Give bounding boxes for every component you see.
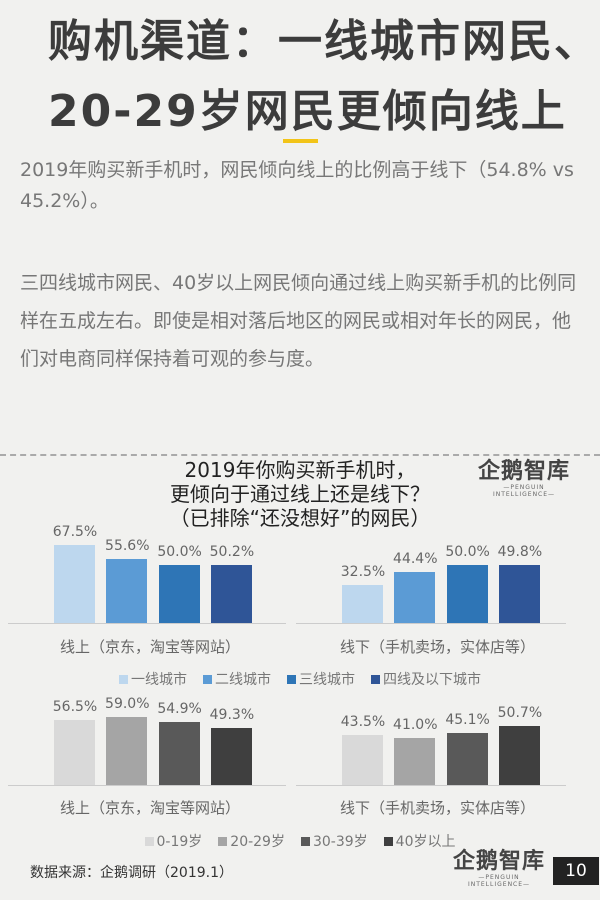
legend-item: 40岁以上 xyxy=(383,831,456,851)
bar xyxy=(342,585,383,623)
bar-value-label: 43.5% xyxy=(340,713,386,730)
bar-value-label: 50.0% xyxy=(445,544,490,561)
logo-name: 企鹅智库 xyxy=(478,459,571,484)
title-accent-underline xyxy=(283,139,318,143)
bar-value-label: 45.1% xyxy=(445,711,490,728)
bar xyxy=(342,734,383,785)
bar xyxy=(54,719,95,785)
city-tier-chart: 67.5% 55.6% 50.0% 50.2% 线上（京东，淘宝等网站） 32.5% 44.… xyxy=(0,520,600,690)
legend-item: 20-29岁 xyxy=(218,831,285,851)
bar-value-label: 44.4% xyxy=(393,550,438,567)
legend-item: 30-39岁 xyxy=(300,831,368,851)
legend-label: 0-19岁 xyxy=(156,834,203,850)
axis-baseline xyxy=(296,623,566,624)
chart-title: 2019年你购买新手机时， 更倾向于通过线上还是线下？ （已排除“还没想好”的网… xyxy=(130,458,470,530)
age-group-legend: 0-19岁 20-29岁 30-39岁 40岁以上 xyxy=(0,831,600,851)
legend-swatch-icon xyxy=(371,674,380,684)
legend-item: 二线城市 xyxy=(203,669,271,689)
bar xyxy=(210,565,252,623)
bar-value-label: 59.0% xyxy=(105,695,150,712)
logo-top: 企鹅智库 PENGUIN INTELLIGENCE xyxy=(478,459,571,499)
page-title-line2: 20-29岁网民更倾向线上 xyxy=(48,86,567,137)
legend-swatch-icon xyxy=(383,836,393,846)
axis-baseline xyxy=(8,785,286,786)
bar xyxy=(446,565,488,623)
page-title-line1: 购机渠道：一线城市网民、 xyxy=(48,16,600,67)
bar-value-label: 50.7% xyxy=(497,705,543,722)
axis-baseline xyxy=(296,785,566,786)
bar-value-label: 50.0% xyxy=(157,544,202,561)
age-group-chart: 56.5% 59.0% 54.9% 49.3% 线上（京东，淘宝等网站） 43.5% 41.… xyxy=(0,690,600,830)
summary-paragraph-2: 三四线城市网民、40岁以上网民倾向通过线上购买新手机的比例同样在五成左右。即使是… xyxy=(20,272,577,370)
logo-subtitle: PENGUIN INTELLIGENCE xyxy=(478,484,570,498)
category-label: 线上（京东，淘宝等网站） xyxy=(60,638,241,656)
legend-swatch-icon xyxy=(287,674,296,684)
legend-item: 三线城市 xyxy=(287,669,355,689)
bar xyxy=(498,565,540,623)
category-label: 线下（手机卖场，实体店等） xyxy=(340,638,536,656)
bar xyxy=(394,571,436,623)
bar xyxy=(158,565,200,623)
legend-item: 四线及以下城市 xyxy=(371,669,481,689)
bar-value-label: 32.5% xyxy=(340,564,386,581)
category-label: 线下（手机卖场，实体店等） xyxy=(340,799,536,817)
summary-paragraph-1: 2019年购买新手机时，网民倾向线上的比例高于线下（54.8% vs 45.2%… xyxy=(20,159,574,212)
legend-swatch-icon xyxy=(144,836,154,846)
legend-swatch-icon xyxy=(300,836,310,846)
legend-swatch-icon xyxy=(119,674,128,684)
legend-label: 一线城市 xyxy=(131,672,187,688)
legend-label: 20-29岁 xyxy=(230,834,285,850)
logo-bottom: 企鹅智库 PENGUIN INTELLIGENCE xyxy=(453,849,546,889)
section-divider xyxy=(0,454,600,456)
bar xyxy=(106,716,148,785)
legend-item: 一线城市 xyxy=(119,669,187,689)
bar-value-label: 54.9% xyxy=(157,700,202,717)
logo-subtitle: PENGUIN INTELLIGENCE xyxy=(453,874,545,888)
bar xyxy=(158,721,200,785)
legend-swatch-icon xyxy=(203,674,212,684)
legend-label: 30-39岁 xyxy=(312,834,368,850)
bar xyxy=(106,558,148,623)
bar-value-label: 56.5% xyxy=(52,698,98,715)
bar-value-label: 50.2% xyxy=(209,544,255,561)
legend-swatch-icon xyxy=(218,836,228,846)
legend-label: 四线及以下城市 xyxy=(383,672,481,688)
bar-value-label: 49.3% xyxy=(209,707,255,724)
city-tier-legend: 一线城市 二线城市 三线城市 四线及以下城市 xyxy=(0,669,600,689)
bar xyxy=(210,728,252,785)
bar-value-label: 55.6% xyxy=(105,537,150,554)
page-number: 10 xyxy=(553,857,599,885)
chart-title-line3: （已排除“还没想好”的网民） xyxy=(169,506,431,530)
legend-label: 40岁以上 xyxy=(395,834,456,850)
bar-value-label: 67.5% xyxy=(52,524,98,541)
logo-name: 企鹅智库 xyxy=(453,849,546,874)
legend-label: 三线城市 xyxy=(299,672,355,688)
axis-baseline xyxy=(8,623,286,624)
bar xyxy=(394,737,436,785)
legend-item: 0-19岁 xyxy=(144,831,203,851)
bar-value-label: 49.8% xyxy=(497,544,543,561)
chart-title-line1: 2019年你购买新手机时， xyxy=(184,458,416,482)
legend-label: 二线城市 xyxy=(215,672,271,688)
bar xyxy=(54,545,95,623)
chart-title-line2: 更倾向于通过线上还是线下？ xyxy=(170,482,430,506)
category-label: 线上（京东，淘宝等网站） xyxy=(60,799,241,817)
bar xyxy=(446,732,488,785)
bar-value-label: 41.0% xyxy=(393,716,438,733)
bar xyxy=(498,726,540,785)
data-source: 数据来源：企鹅调研（2019.1） xyxy=(30,865,233,881)
